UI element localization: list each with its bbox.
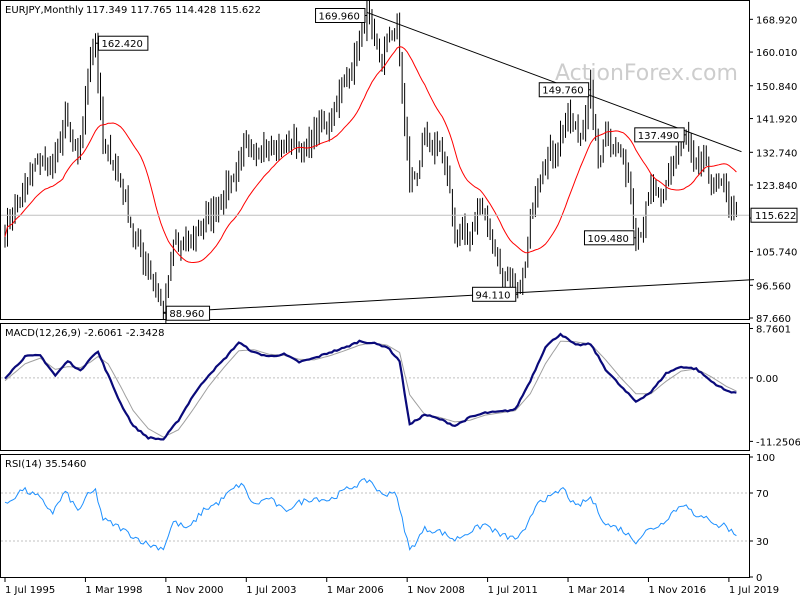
- price-chart-title: EURJPY,Monthly: [5, 5, 84, 16]
- rsi-y-tick-label: 100: [756, 453, 775, 464]
- rsi-line: [4, 477, 737, 551]
- macd-line: [4, 332, 737, 441]
- price-y-tick-label: 87.660: [756, 314, 791, 325]
- price-y-tick-label: 96.560: [756, 281, 791, 292]
- annotation-label: 94.110: [476, 290, 511, 301]
- price-y-tick-label: 132.740: [756, 148, 797, 159]
- price-y-tick-label: 105.740: [756, 248, 797, 259]
- annotation-label: 109.480: [587, 234, 628, 245]
- time-tick-label: 1 Jul 1995: [5, 585, 55, 596]
- last-price-label: 115.622: [755, 211, 796, 222]
- ohlc-readout: 117.349 117.765 114.428 115.622: [86, 5, 261, 16]
- macd-panel-frame: [0, 323, 750, 451]
- annotation-label: 149.760: [542, 86, 583, 97]
- macd-y-tick-label: -11.2506: [756, 437, 800, 448]
- last-price-box: [750, 207, 798, 223]
- rsi-panel: 100 70 30 0: [1, 453, 775, 584]
- time-tick-label: 1 Mar 2014: [568, 585, 625, 596]
- rsi-y-tick-label: 70: [756, 489, 769, 500]
- price-panel: 87.66096.560105.740114.840123.840132.740…: [1, 0, 798, 325]
- macd-title: MACD(12,26,9) -2.6061 -2.3428: [5, 328, 165, 339]
- macd-y-tick-label: 8.7601: [756, 324, 791, 335]
- time-tick-label: 1 Mar 2006: [327, 585, 384, 596]
- time-tick-label: 1 Jul 2003: [246, 585, 296, 596]
- price-y-tick-label: 123.840: [756, 181, 797, 192]
- price-y-tick-label: 150.840: [756, 82, 797, 93]
- macd-panel: 8.7601 0.00 -11.2506: [1, 324, 800, 448]
- price-y-tick-label: 141.920: [756, 115, 797, 126]
- rsi-y-tick-label: 0: [756, 573, 762, 584]
- rsi-panel-frame: [0, 454, 750, 578]
- price-panel-frame: [0, 0, 750, 320]
- macd-y-tick-label: 0.00: [756, 374, 778, 385]
- watermark: ActionForex.com: [555, 61, 738, 86]
- time-tick-label: 1 Jul 2019: [729, 585, 779, 596]
- time-tick-label: 1 Mar 1998: [85, 585, 142, 596]
- annotation-label: 162.420: [101, 39, 142, 50]
- time-tick-label: 1 Nov 2008: [407, 585, 465, 596]
- price-y-tick-label: 160.010: [756, 48, 797, 59]
- trendline: [163, 279, 755, 313]
- price-y-tick-label: 168.920: [756, 15, 797, 26]
- annotation-label: 137.490: [638, 131, 679, 142]
- annotation-label: 169.960: [319, 11, 360, 22]
- time-tick-label: 1 Nov 2000: [166, 585, 224, 596]
- rsi-title: RSI(14) 35.5460: [5, 459, 86, 470]
- time-tick-label: 1 Nov 2016: [648, 585, 706, 596]
- annotation-label: 88.960: [169, 309, 204, 320]
- rsi-y-tick-label: 30: [756, 537, 769, 548]
- time-axis: 1 Jul 1995 1 Mar 1998 1 Nov 2000 1 Jul 2003…: [4, 578, 779, 596]
- time-tick-label: 1 Jul 2011: [488, 585, 538, 596]
- moving-average-line: [4, 46, 737, 264]
